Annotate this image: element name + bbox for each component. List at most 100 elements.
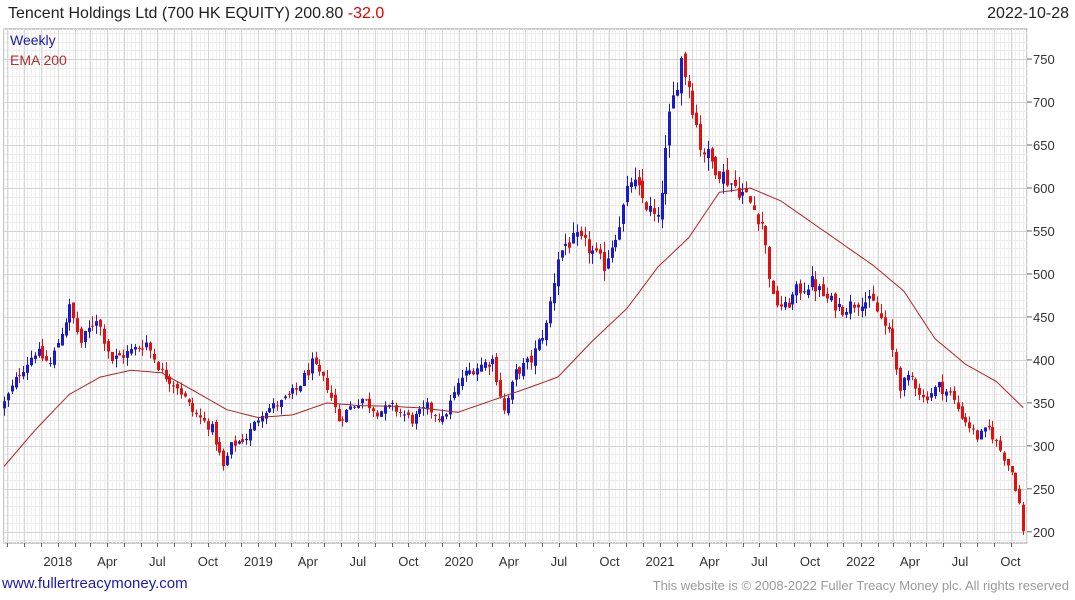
candle-body	[353, 406, 356, 408]
candle-body	[176, 384, 179, 389]
candle-body	[195, 412, 198, 415]
candle-body	[988, 425, 991, 428]
candle-body	[861, 306, 864, 312]
x-tick-label: Oct	[800, 554, 821, 569]
candle-body	[107, 341, 110, 352]
candle-body	[26, 364, 29, 373]
candle-body	[649, 205, 652, 212]
candle-body	[734, 179, 737, 187]
chart-date: 2022-10-28	[987, 5, 1069, 22]
candle-body	[384, 405, 387, 414]
candle-body	[553, 283, 556, 304]
candle-body	[215, 421, 218, 445]
candle-body	[561, 250, 564, 258]
candle-body	[703, 152, 706, 155]
candle-body	[22, 372, 25, 377]
x-tick-label: Apr	[900, 554, 921, 569]
candle-body	[203, 418, 206, 421]
candle-body	[664, 147, 667, 194]
candle-body	[465, 370, 468, 376]
x-tick-label: 2018	[43, 554, 72, 569]
candle-body	[814, 279, 817, 292]
footer-website-link[interactable]: www.fullertreacymoney.com	[2, 575, 188, 592]
candle-body	[953, 390, 956, 400]
candle-body	[549, 301, 552, 324]
candle-body	[399, 412, 402, 414]
candle-body	[80, 328, 83, 343]
candle-body	[57, 342, 60, 348]
candle-body	[738, 187, 741, 198]
candle-body	[157, 362, 160, 371]
candle-body	[922, 394, 925, 398]
candle-body	[184, 393, 187, 397]
candle-body	[668, 111, 671, 146]
x-tick-label: Apr	[97, 554, 118, 569]
candle-body	[841, 307, 844, 315]
candle-body	[161, 368, 164, 370]
candle-body	[588, 239, 591, 253]
candle-body	[903, 377, 906, 390]
candle-body	[930, 393, 933, 398]
candle-body	[622, 204, 625, 224]
y-tick-label: 750	[1033, 52, 1055, 67]
candle-body	[499, 380, 502, 397]
candle-body	[134, 346, 137, 350]
candle-body	[380, 411, 383, 417]
candle-body	[149, 342, 152, 351]
candle-body	[576, 232, 579, 237]
candle-body	[780, 304, 783, 307]
candle-body	[826, 293, 829, 299]
y-tick-label: 700	[1033, 95, 1055, 110]
candle-body	[453, 392, 456, 399]
x-tick-label: Jul	[149, 554, 166, 569]
candle-body	[426, 402, 429, 410]
candle-body	[411, 414, 414, 424]
candle-body	[722, 171, 725, 184]
candle-body	[188, 399, 191, 403]
candle-body	[449, 400, 452, 415]
candle-body	[784, 302, 787, 308]
candle-body	[476, 368, 479, 375]
candle-body	[61, 333, 64, 346]
candle-body	[911, 375, 914, 377]
y-tick-label: 400	[1033, 353, 1055, 368]
y-tick-label: 500	[1033, 267, 1055, 282]
candle-body	[976, 430, 979, 440]
candle-body	[630, 182, 633, 188]
candle-body	[753, 205, 756, 210]
candle-body	[111, 352, 114, 362]
candle-body	[322, 371, 325, 376]
candle-body	[741, 191, 744, 196]
candle-body	[534, 348, 537, 366]
candle-body	[245, 438, 248, 441]
candle-body	[253, 421, 256, 431]
candle-body	[461, 377, 464, 387]
candle-body	[661, 192, 664, 220]
candle-body	[764, 225, 767, 246]
candle-body	[153, 354, 156, 360]
candle-body	[211, 424, 214, 433]
candle-body	[291, 388, 294, 394]
candle-body	[330, 392, 333, 398]
x-tick-label: Apr	[298, 554, 319, 569]
candle-body	[730, 183, 733, 185]
candle-body	[165, 369, 168, 380]
candle-body	[268, 408, 271, 413]
candle-body	[3, 401, 6, 409]
candle-body	[580, 230, 583, 237]
candle-body	[295, 388, 298, 390]
candle-body	[407, 412, 410, 415]
candle-body	[218, 442, 221, 453]
candle-body	[726, 169, 729, 186]
legend-weekly: Weekly	[10, 32, 56, 48]
candle-body	[11, 385, 14, 392]
candle-body	[934, 387, 937, 396]
candle-body	[749, 196, 752, 203]
legend-ema-200: EMA 200	[10, 52, 67, 68]
candle-body	[418, 408, 421, 414]
x-tick-label: Jul	[751, 554, 768, 569]
y-tick-label: 650	[1033, 138, 1055, 153]
candle-body	[338, 408, 341, 422]
candle-body	[991, 427, 994, 440]
